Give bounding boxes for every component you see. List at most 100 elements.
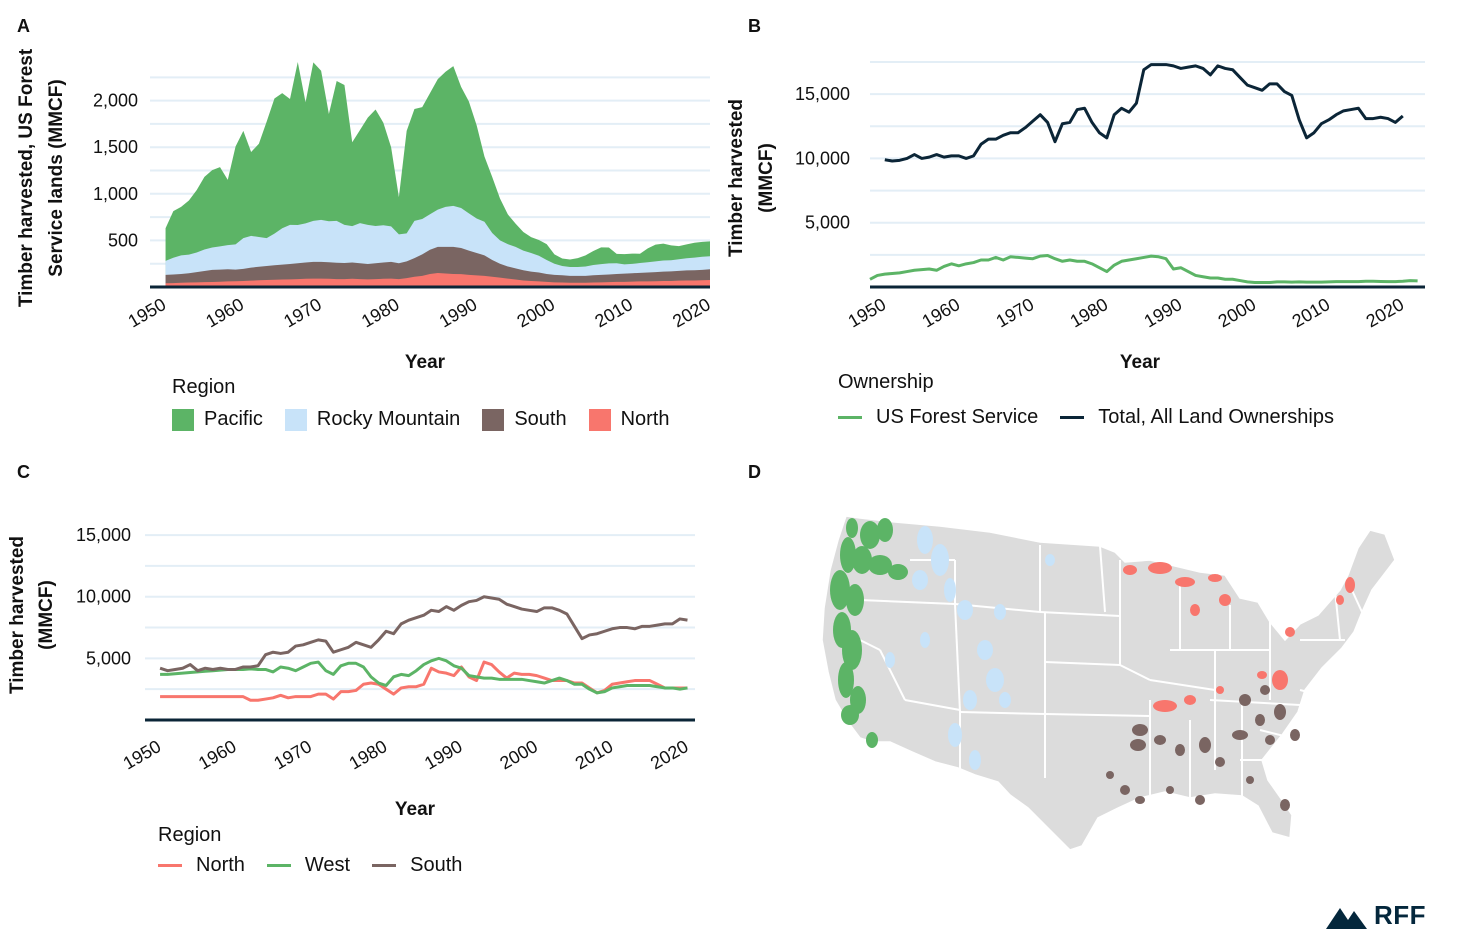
forest-patch-north — [1336, 595, 1344, 605]
forest-patch-rocky — [1045, 554, 1055, 566]
forest-patch-rocky — [969, 750, 981, 770]
state-border — [859, 639, 881, 651]
forest-patch-north — [1190, 604, 1200, 616]
legend-label: North — [196, 854, 245, 876]
y-tick-label: 10,000 — [795, 148, 850, 168]
forest-patch-rocky — [944, 578, 956, 602]
forest-patch-pacific — [866, 732, 878, 748]
forest-patch-north — [1208, 574, 1222, 582]
state-border — [859, 599, 956, 605]
forest-patch-pacific — [841, 705, 859, 725]
forest-patch-north — [1285, 627, 1295, 637]
state-border — [1119, 664, 1151, 681]
line-total-all-land-ownerships — [884, 63, 1404, 163]
state-border — [959, 711, 1046, 715]
forest-patch-pacific — [846, 518, 858, 538]
forest-patch-south — [1260, 685, 1270, 695]
state-border — [1149, 679, 1216, 691]
legend-swatch — [172, 408, 194, 431]
forest-patch-rocky — [963, 690, 977, 710]
y-tick-label: 1,000 — [93, 184, 138, 204]
forest-patch-pacific — [838, 662, 854, 698]
legend-item: North — [158, 854, 245, 877]
legend-label: North — [620, 408, 670, 430]
state-border — [954, 603, 961, 713]
forest-patch-rocky — [957, 600, 973, 620]
panel-d-letter: D — [748, 462, 761, 482]
forest-patch-rocky — [885, 652, 895, 668]
y-axis-title: Timber harvested — [7, 536, 28, 694]
forest-patch-north — [1123, 565, 1137, 575]
legend-item: North — [588, 408, 670, 431]
forest-patch-south — [1106, 771, 1114, 779]
forest-patch-pacific — [877, 518, 893, 542]
state-border — [1209, 699, 1301, 706]
state-borders — [859, 545, 1363, 800]
panel-a-letter: A — [17, 16, 30, 36]
legend-item: Rocky Mountain — [284, 408, 460, 431]
forest-patch-pacific — [868, 555, 892, 575]
forest-patch-south — [1195, 795, 1205, 805]
forest-patch-south — [1154, 735, 1166, 745]
y-tick-label: 15,000 — [76, 525, 131, 545]
legend-item: South — [482, 408, 567, 431]
forest-patch-south — [1290, 729, 1300, 741]
panel-b-letter: B — [748, 16, 761, 36]
legend-b-title: Ownership — [838, 371, 934, 393]
legend-c: North West South — [158, 854, 484, 877]
state-border — [1299, 689, 1341, 701]
forest-patch-north — [1219, 594, 1231, 606]
legend-a: Pacific Rocky Mountain South North — [172, 408, 691, 431]
forest-patch-north — [1272, 670, 1288, 690]
forest-patch-rocky — [920, 632, 930, 648]
legend-item: US Forest Service — [838, 406, 1038, 429]
forest-patch-rocky — [994, 604, 1006, 620]
legend-label: Total, All Land Ownerships — [1098, 406, 1334, 428]
state-border — [1334, 589, 1341, 641]
us-land — [821, 515, 1396, 851]
panel-c-letter: C — [17, 462, 30, 482]
legend-c-title: Region — [158, 824, 222, 846]
x-axis-title: Year — [395, 799, 436, 820]
state-border — [1044, 661, 1121, 666]
state-border — [1044, 713, 1151, 717]
legend-swatch — [588, 408, 611, 431]
x-axis-title: Year — [1120, 352, 1161, 373]
y-tick-label: 2,000 — [93, 91, 138, 111]
forest-patch-south — [1280, 799, 1290, 811]
forest-patch-south — [1130, 739, 1146, 751]
rff-logo-text: RFF — [1374, 900, 1427, 930]
legend-a-title: Region — [172, 376, 236, 398]
forest-patch-rocky — [986, 668, 1004, 692]
forest-patch-rocky — [948, 723, 962, 747]
y-tick-label: 500 — [108, 230, 138, 250]
line-south — [159, 595, 688, 673]
y-tick-label: 1,500 — [93, 137, 138, 157]
y-axis-title: Service lands (MMCF) — [46, 79, 67, 276]
legend-swatch — [838, 416, 862, 419]
forest-patch-south — [1135, 796, 1145, 804]
legend-swatch — [158, 864, 182, 867]
rff-logo: RFF — [1326, 900, 1426, 931]
legend-label: West — [304, 854, 351, 876]
forest-patch-rocky — [912, 570, 928, 590]
state-border — [904, 699, 961, 711]
forest-patch-south — [1132, 724, 1148, 736]
forest-patch-pacific — [888, 564, 908, 580]
state-border — [879, 649, 906, 701]
forest-patch-south — [1246, 776, 1254, 784]
line-us-forest-service — [869, 254, 1418, 284]
y-axis-title: (MMCF) — [756, 143, 777, 213]
legend-b: US Forest Service Total, All Land Ownersh… — [838, 406, 1356, 429]
forest-patch-pacific — [840, 537, 856, 573]
forest-patch-south — [1215, 757, 1225, 767]
mountain-icon — [1326, 907, 1367, 929]
forest-patch-south — [1265, 735, 1275, 745]
forest-patch-north — [1148, 562, 1172, 574]
legend-item: Total, All Land Ownerships — [1060, 406, 1334, 429]
legend-label: US Forest Service — [876, 406, 1039, 428]
forest-patch-north — [1257, 671, 1267, 679]
